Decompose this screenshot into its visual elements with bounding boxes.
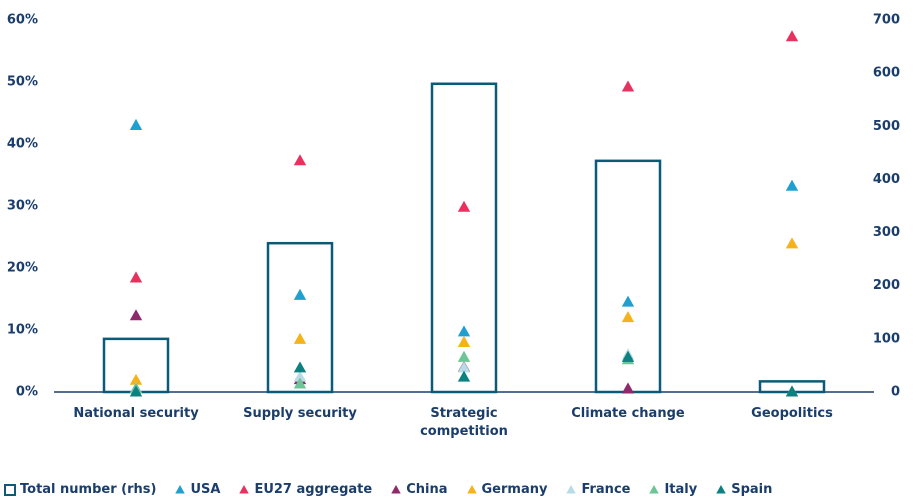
legend-swatch bbox=[566, 484, 577, 493]
x-tick-label: Climate change bbox=[571, 406, 685, 421]
marker bbox=[129, 373, 143, 385]
marker bbox=[129, 309, 143, 321]
y2-tick-label: 300 bbox=[873, 225, 900, 240]
marker bbox=[457, 325, 471, 337]
marker bbox=[293, 154, 307, 166]
legend-label: Germany bbox=[481, 482, 548, 497]
legend-label: China bbox=[406, 482, 448, 497]
legend-label: Total number (rhs) bbox=[20, 482, 157, 497]
legend-swatch bbox=[716, 484, 726, 493]
legend-swatch bbox=[466, 484, 477, 493]
legend-icon bbox=[175, 484, 186, 493]
marker bbox=[621, 295, 635, 307]
marker bbox=[785, 179, 799, 191]
y-tick-label: 30% bbox=[7, 199, 38, 214]
legend-icon bbox=[4, 483, 16, 496]
y-tick-label: 50% bbox=[7, 75, 38, 90]
legend: Total number (rhs) USA EU27 aggregate China… bbox=[0, 482, 920, 497]
marker bbox=[457, 350, 471, 362]
legend-icon bbox=[566, 484, 577, 493]
marker bbox=[293, 288, 307, 300]
y-tick-label: 60% bbox=[7, 13, 38, 28]
legend-icon bbox=[649, 484, 660, 493]
legend-icon bbox=[239, 484, 250, 493]
bar bbox=[430, 82, 498, 394]
legend-icon bbox=[391, 484, 401, 493]
marker bbox=[621, 382, 635, 394]
marker bbox=[785, 30, 799, 42]
y-tick-label: 10% bbox=[7, 323, 38, 338]
marker bbox=[785, 237, 799, 249]
marker bbox=[129, 118, 143, 130]
y2-tick-label: 600 bbox=[873, 66, 900, 81]
legend-label: USA bbox=[190, 482, 221, 497]
marker bbox=[621, 311, 635, 323]
marker bbox=[457, 370, 471, 382]
x-tick-label: Strategic competition bbox=[420, 406, 508, 439]
y2-tick-label: 500 bbox=[873, 119, 900, 134]
legend-swatch bbox=[239, 484, 250, 493]
legend-icon bbox=[716, 484, 726, 493]
y2-tick-label: 400 bbox=[873, 172, 900, 187]
y-tick-label: 0% bbox=[16, 385, 38, 400]
y2-tick-label: 100 bbox=[873, 331, 900, 346]
legend-label: France bbox=[581, 482, 631, 497]
legend-icon bbox=[466, 484, 477, 493]
legend-label: Italy bbox=[664, 482, 698, 497]
legend-swatch bbox=[391, 484, 401, 493]
legend-item: EU27 aggregate bbox=[238, 482, 372, 497]
x-tick-label: Geopolitics bbox=[751, 406, 833, 421]
legend-swatch bbox=[175, 484, 186, 493]
legend-item: Spain bbox=[715, 482, 772, 497]
marker bbox=[293, 361, 307, 373]
legend-label: EU27 aggregate bbox=[254, 482, 373, 497]
marker bbox=[293, 377, 307, 389]
marker bbox=[785, 385, 799, 397]
y2-tick-label: 700 bbox=[873, 13, 900, 28]
marker bbox=[621, 350, 635, 362]
legend-item: USA bbox=[174, 482, 220, 497]
x-tick-label: Supply security bbox=[243, 406, 357, 421]
marker bbox=[293, 332, 307, 344]
y-tick-label: 40% bbox=[7, 137, 38, 152]
marker bbox=[129, 385, 143, 397]
bar bbox=[266, 241, 334, 394]
legend-item: Germany bbox=[466, 482, 548, 497]
y2-tick-label: 0 bbox=[891, 385, 900, 400]
marker bbox=[621, 80, 635, 92]
x-tick-label: National security bbox=[73, 406, 199, 421]
chart: 0% 10% 20% 30% 40% 50% 60% 0 100 200 300 400 500 600 7… bbox=[7, 13, 900, 400]
legend-item: China bbox=[390, 482, 448, 497]
marker bbox=[293, 370, 307, 382]
legend-item: Italy bbox=[648, 482, 697, 497]
legend-item: France bbox=[565, 482, 630, 497]
marker bbox=[129, 271, 143, 283]
marker bbox=[457, 200, 471, 212]
legend-item: Total number (rhs) bbox=[4, 482, 156, 497]
marker bbox=[457, 361, 471, 373]
y2-tick-label: 200 bbox=[873, 278, 900, 293]
legend-label: Spain bbox=[731, 482, 773, 497]
legend-swatch bbox=[649, 484, 660, 493]
y-tick-label: 20% bbox=[7, 261, 38, 276]
legend-swatch bbox=[4, 483, 16, 496]
marker bbox=[457, 335, 471, 347]
